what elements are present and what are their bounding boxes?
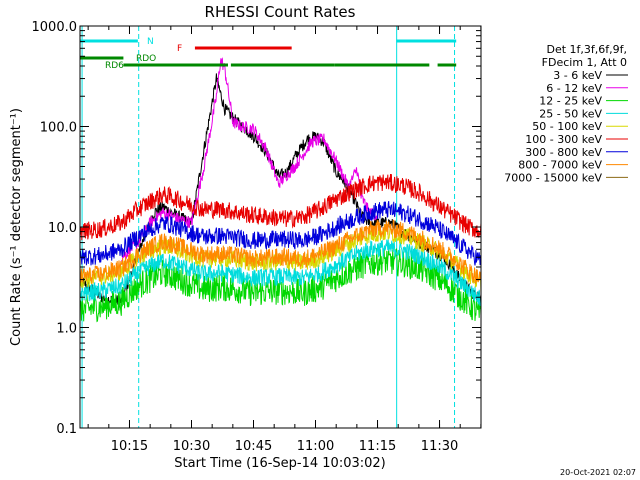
- series-line: [80, 219, 481, 285]
- series-lines: [80, 57, 481, 323]
- chart-title: RHESSI Count Rates: [205, 3, 356, 21]
- legend-label: 12 - 25 keV: [539, 95, 602, 108]
- y-tick-label: 1.0: [56, 322, 77, 337]
- y-tick-label: 1000.0: [32, 20, 78, 35]
- y-axis: 0.1 1.0 10.0 100.0 1000.0: [32, 20, 481, 437]
- annotation-bars: N F RDO RD6: [80, 37, 457, 71]
- legend-label: 7000 - 15000 keV: [504, 171, 602, 184]
- x-tick-label: 10:45: [235, 439, 272, 454]
- legend-label: 3 - 6 keV: [553, 69, 602, 82]
- series-line: [120, 57, 379, 263]
- x-axis: 10:15 10:30 10:45 11:00 11:15 11:30: [87, 26, 482, 454]
- x-tick-label: 10:30: [173, 439, 210, 454]
- annotation-label: RD6: [105, 61, 124, 71]
- x-axis-label: Start Time (16-Sep-14 10:03:02): [174, 456, 385, 471]
- y-axis-label: Count Rate (s⁻¹ detector segment⁻¹): [9, 108, 24, 346]
- legend-header-line-1: Det 1f,3f,6f,9f,: [546, 43, 627, 56]
- legend-header-line-2: FDecim 1, Att 0: [542, 56, 627, 69]
- x-tick-label: 11:15: [359, 439, 396, 454]
- legend-label: 300 - 800 keV: [525, 146, 602, 159]
- annotation-label: N: [147, 37, 154, 47]
- x-tick-label: 10:15: [111, 439, 148, 454]
- y-tick-label: 10.0: [48, 221, 77, 236]
- series-line: [80, 239, 481, 306]
- series-line: [80, 173, 481, 241]
- annotation-label: RDO: [136, 54, 156, 64]
- x-tick-label: 11:00: [297, 439, 334, 454]
- legend-label: 6 - 12 keV: [546, 82, 602, 95]
- legend-label: 800 - 7000 keV: [518, 159, 602, 172]
- y-tick-label: 0.1: [56, 422, 77, 437]
- legend-label: 100 - 300 keV: [525, 133, 602, 146]
- x-tick-label: 11:30: [421, 439, 458, 454]
- date-stamp: 20-Oct-2021 02:07: [560, 468, 636, 477]
- legend-label: 25 - 50 keV: [539, 107, 602, 120]
- y-tick-label: 100.0: [40, 121, 77, 136]
- series-line: [80, 201, 481, 266]
- annotation-label: F: [177, 44, 182, 54]
- legend-label: 50 - 100 keV: [532, 120, 602, 133]
